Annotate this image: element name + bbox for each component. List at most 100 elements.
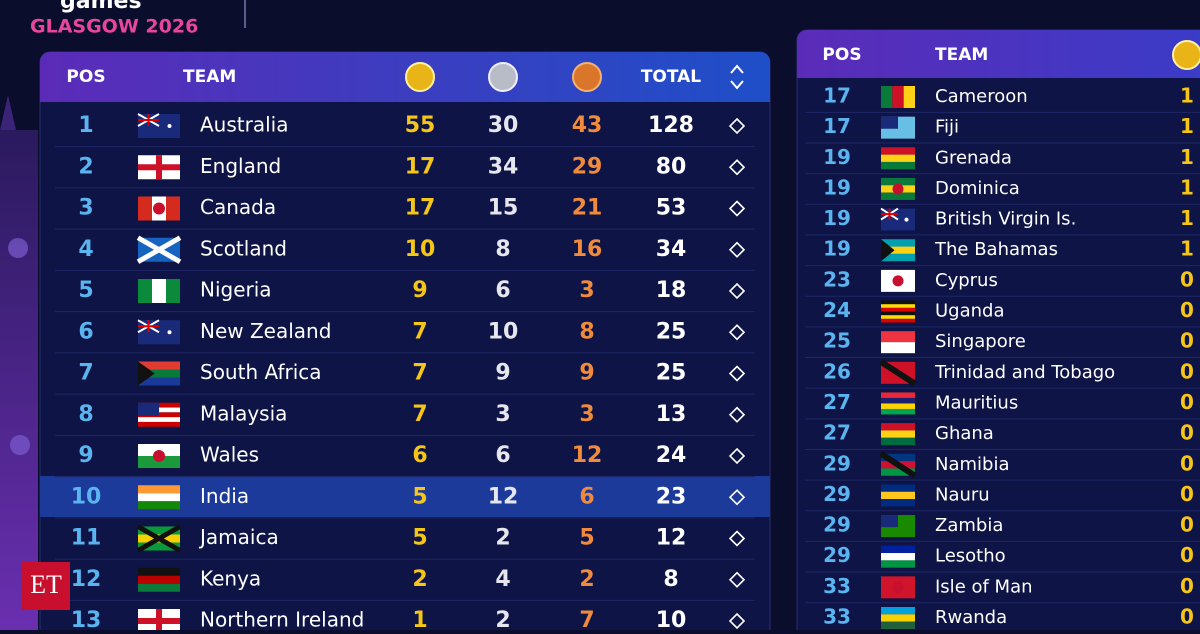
cell-gold: 0 xyxy=(1180,359,1194,383)
row-action[interactable] xyxy=(728,324,746,341)
flag-stripe xyxy=(881,246,915,254)
cell-gold: 0 xyxy=(1180,390,1194,414)
cell-gold: 7 xyxy=(412,319,427,344)
flag-stripe xyxy=(881,253,915,262)
cell-team: Isle of Man xyxy=(935,576,1033,597)
cell-silver: 34 xyxy=(488,154,519,179)
cell-pos: 26 xyxy=(823,359,851,383)
cell-gold: 6 xyxy=(412,443,427,468)
cell-bronze: 16 xyxy=(572,237,603,262)
cell-gold: 0 xyxy=(1180,298,1194,322)
cell-gold: 1 xyxy=(412,608,427,630)
cell-bronze: 7 xyxy=(579,608,594,630)
cell-team: Wales xyxy=(200,443,259,467)
cell-total: 10 xyxy=(656,608,687,630)
cell-team: Zambia xyxy=(935,515,1003,536)
bronze-icon xyxy=(572,62,602,92)
flag-stripe xyxy=(138,526,180,535)
flag-part xyxy=(881,208,898,220)
cell-pos: 13 xyxy=(71,608,102,630)
row-action[interactable] xyxy=(728,447,746,465)
cell-total: 34 xyxy=(656,237,687,262)
cell-bronze: 21 xyxy=(572,196,603,221)
flag-stripe xyxy=(881,491,915,500)
flag-stripe xyxy=(138,361,180,370)
cell-team: Ghana xyxy=(935,423,994,444)
row-action[interactable] xyxy=(728,612,746,630)
cell-gold: 5 xyxy=(412,484,427,509)
flag-stripe xyxy=(881,318,915,323)
flag-stripe xyxy=(881,307,915,312)
cell-pos: 17 xyxy=(823,84,851,108)
cell-gold: 1 xyxy=(1180,175,1194,199)
sort-icon[interactable] xyxy=(730,64,744,90)
row-action[interactable] xyxy=(728,571,746,588)
flag-stripe xyxy=(881,161,915,170)
cell-team: Jamaica xyxy=(198,525,279,549)
cell-pos: 19 xyxy=(823,206,851,230)
flag-stripe xyxy=(903,86,915,108)
flag-stripe xyxy=(881,560,915,568)
flag-stripe xyxy=(138,279,152,303)
cell-bronze: 2 xyxy=(579,567,594,592)
flag-part xyxy=(881,239,895,262)
right-panel xyxy=(796,29,1200,634)
row-action[interactable] xyxy=(728,282,746,300)
cell-bronze: 3 xyxy=(579,402,594,427)
cell-silver: 6 xyxy=(495,443,510,468)
cell-gold: 1 xyxy=(1180,206,1194,230)
cell-gold: 55 xyxy=(405,113,436,138)
cell-total: 8 xyxy=(663,567,678,592)
cell-pos: 6 xyxy=(78,319,93,344)
cell-silver: 30 xyxy=(488,113,519,138)
cell-pos: 19 xyxy=(823,145,851,169)
cell-team: Trinidad and Tobago xyxy=(934,362,1115,383)
cell-pos: 33 xyxy=(823,574,851,598)
flag-stripe xyxy=(881,86,893,108)
cell-gold: 0 xyxy=(1180,574,1194,598)
cell-pos: 27 xyxy=(823,421,851,445)
flag-part xyxy=(138,320,159,333)
row-action[interactable] xyxy=(728,530,746,547)
logo-box xyxy=(22,562,70,610)
cell-team: Uganda xyxy=(935,301,1005,322)
flag-stripe xyxy=(881,239,915,247)
flag-part xyxy=(892,275,904,287)
flag-stripe xyxy=(138,421,180,427)
flag-stripe xyxy=(138,493,180,502)
row-action[interactable] xyxy=(728,365,746,382)
row-action[interactable] xyxy=(728,200,746,217)
flag-stripe xyxy=(881,300,915,305)
cell-bronze: 8 xyxy=(579,319,594,344)
cell-team: Singapore xyxy=(935,331,1026,352)
flag-stripe xyxy=(881,392,915,398)
flag-stripe xyxy=(881,192,915,200)
cell-team: Grenada xyxy=(935,147,1012,168)
cell-pos: 9 xyxy=(78,443,93,468)
row-action[interactable] xyxy=(728,489,746,506)
cell-gold: 1 xyxy=(1180,84,1194,108)
row-action[interactable] xyxy=(728,241,746,258)
row-action[interactable] xyxy=(728,117,746,135)
flag-stripe xyxy=(881,342,915,354)
cell-pos: 12 xyxy=(71,567,102,592)
flag-stripe xyxy=(166,196,180,221)
cell-gold: 1 xyxy=(1180,145,1194,169)
flag-stripe xyxy=(881,311,915,316)
flag-stripe xyxy=(881,607,915,615)
event-name: GLASGOW 2026 xyxy=(30,16,198,38)
flag-part xyxy=(136,235,182,264)
row-action[interactable] xyxy=(728,159,746,176)
flag-stripe xyxy=(881,484,915,492)
cell-gold: 1 xyxy=(1180,114,1194,138)
cell-team: Rwanda xyxy=(935,607,1007,628)
cell-pos: 19 xyxy=(823,175,851,199)
cell-total: 12 xyxy=(656,526,687,551)
brand: games xyxy=(60,0,142,14)
flag-stripe xyxy=(881,315,915,319)
row-action[interactable] xyxy=(728,406,746,423)
flag-part xyxy=(156,155,162,180)
flag-part xyxy=(138,402,159,416)
